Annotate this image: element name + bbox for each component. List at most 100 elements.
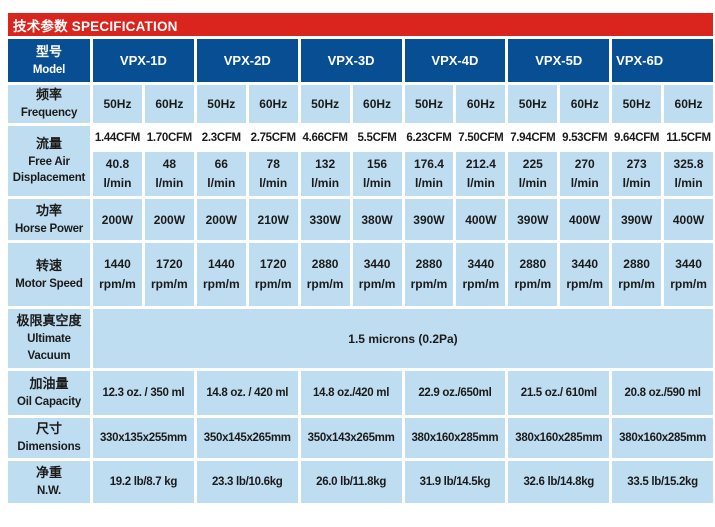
weight-cell: 26.0 lb/11.8kg (300, 461, 402, 503)
power-cell: 200W (196, 199, 246, 240)
flow-cfm-cell: 2.75CFM (248, 126, 298, 149)
speed-value: 1720 (156, 257, 183, 272)
speed-unit: rpm/m (566, 276, 604, 291)
flow-cfm-cell: 4.66CFM (300, 126, 350, 149)
frequency-cell: 50Hz (300, 85, 350, 123)
weight-cell: 23.3 lb/10.6kg (196, 461, 298, 503)
speed-value: 2880 (623, 257, 650, 272)
row-label-oil-zh: 加油量 (29, 376, 69, 392)
row-label-model: 型号 Model (8, 39, 90, 82)
dimensions-cell: 350x145x265mm (196, 418, 298, 458)
weight-cell: 32.6 lb/14.8kg (508, 461, 610, 503)
flow-cfm-cell: 9.53CFM (560, 126, 610, 149)
oil-cell: 12.3 oz. / 350 ml (93, 371, 194, 415)
flow-lmin-unit: l/min (103, 176, 132, 190)
row-label-frequency: 频率 Frequency (8, 85, 90, 123)
row-label-weight-en: N.W. (36, 485, 62, 498)
power-cell: 400W (664, 199, 713, 240)
frequency-cell: 50Hz (196, 85, 246, 123)
row-label-frequency-zh: 频率 (35, 87, 62, 103)
row-label-oil: 加油量 Oil Capacity (8, 371, 90, 415)
row-label-weight-zh: 净重 (35, 465, 62, 481)
flow-lmin-value: 270 (574, 156, 595, 171)
power-cell: 210W (248, 199, 298, 240)
speed-value: 3440 (675, 257, 702, 272)
dimensions-cell: 380x160x285mm (612, 418, 713, 458)
speed-unit: rpm/m (358, 276, 396, 291)
dimensions-cell: 380x160x285mm (508, 418, 610, 458)
frequency-cell: 50Hz (404, 85, 454, 123)
flow-cfm-cell: 11.5CFM (664, 126, 713, 149)
flow-cfm-cell: 6.23CFM (404, 126, 454, 149)
oil-cell: 14.8 oz./420 ml (300, 371, 402, 415)
flow-lmin-value: 48 (162, 156, 177, 171)
flow-cfm-cell: 7.50CFM (456, 126, 506, 149)
speed-unit: rpm/m (618, 276, 655, 291)
speed-value: 1720 (259, 257, 287, 272)
speed-cell: 3440 rpm/m (664, 243, 713, 306)
flow-lmin-cell: 325.8 l/min (664, 152, 713, 196)
frequency-cell: 60Hz (560, 85, 610, 123)
flow-cfm-cell: 1.44CFM (93, 126, 142, 149)
model-header-cell: VPX-1D (93, 39, 194, 82)
speed-value: 2880 (519, 257, 547, 272)
flow-cfm-cell: 2.3CFM (196, 126, 246, 149)
row-label-speed-en: Motor Speed (15, 277, 83, 290)
flow-lmin-cell: 78 l/min (248, 152, 298, 196)
oil-cell: 21.5 oz./ 610ml (508, 371, 610, 415)
flow-cfm-cell: 5.5CFM (352, 126, 402, 149)
speed-unit: rpm/m (306, 276, 344, 291)
frequency-cell: 50Hz (508, 85, 558, 123)
speed-value: 1440 (104, 257, 131, 272)
flow-cfm-cell: 1.70CFM (144, 126, 194, 149)
speed-cell: 1720 rpm/m (144, 243, 194, 306)
speed-cell: 2880 rpm/m (612, 243, 662, 306)
row-label-flow-en2: Displacement (12, 172, 86, 185)
frequency-cell: 50Hz (612, 85, 662, 123)
flow-cfm-cell: 7.94CFM (508, 126, 558, 149)
flow-lmin-cell: 156 l/min (352, 152, 402, 196)
speed-cell: 2880 rpm/m (300, 243, 350, 306)
row-label-oil-en: Oil Capacity (16, 396, 82, 409)
speed-cell: 2880 rpm/m (508, 243, 558, 306)
speed-cell: 3440 rpm/m (352, 243, 402, 306)
flow-lmin-unit: l/min (414, 176, 443, 190)
model-header-cell: VPX-2D (196, 39, 298, 82)
flow-lmin-value: 225 (522, 156, 543, 171)
speed-cell: 1720 rpm/m (248, 243, 298, 306)
speed-unit: rpm/m (254, 276, 292, 291)
flow-lmin-cell: 270 l/min (560, 152, 610, 196)
row-label-flow-zh: 流量 (35, 135, 62, 151)
row-label-power-zh: 功率 (35, 202, 62, 218)
flow-lmin-cell: 212.4 l/min (456, 152, 506, 196)
vacuum-value-cell: 1.5 microns (0.2Pa) (93, 309, 713, 368)
speed-cell: 1440 rpm/m (196, 243, 246, 306)
flow-lmin-unit: l/min (466, 176, 495, 190)
flow-lmin-unit: l/min (363, 176, 392, 190)
speed-unit: rpm/m (99, 276, 136, 291)
power-cell: 400W (456, 199, 506, 240)
flow-lmin-value: 132 (315, 156, 336, 171)
power-cell: 390W (404, 199, 454, 240)
dimensions-cell: 330x135x255mm (93, 418, 194, 458)
speed-cell: 3440 rpm/m (560, 243, 610, 306)
flow-lmin-value: 325.8 (673, 156, 704, 171)
flow-lmin-cell: 132 l/min (300, 152, 350, 196)
speed-value: 2880 (415, 257, 443, 272)
row-label-dimensions: 尺寸 Dimensions (8, 418, 90, 458)
flow-lmin-cell: 66 l/min (196, 152, 246, 196)
speed-value: 3440 (571, 257, 599, 272)
speed-unit: rpm/m (670, 276, 707, 291)
power-cell: 380W (352, 199, 402, 240)
flow-lmin-cell: 48 l/min (144, 152, 194, 196)
flow-lmin-value: 156 (367, 156, 388, 171)
model-header-cell: VPX-4D (404, 39, 506, 82)
power-cell: 390W (612, 199, 662, 240)
oil-cell: 20.8 oz./590 ml (612, 371, 713, 415)
row-label-weight: 净重 N.W. (8, 461, 90, 503)
speed-cell: 3440 rpm/m (456, 243, 506, 306)
oil-cell: 14.8 oz. / 420 ml (196, 371, 298, 415)
row-label-vacuum-zh: 极限真空度 (16, 313, 82, 329)
flow-cfm-cell: 9.64CFM (612, 126, 662, 149)
speed-unit: rpm/m (410, 276, 448, 291)
